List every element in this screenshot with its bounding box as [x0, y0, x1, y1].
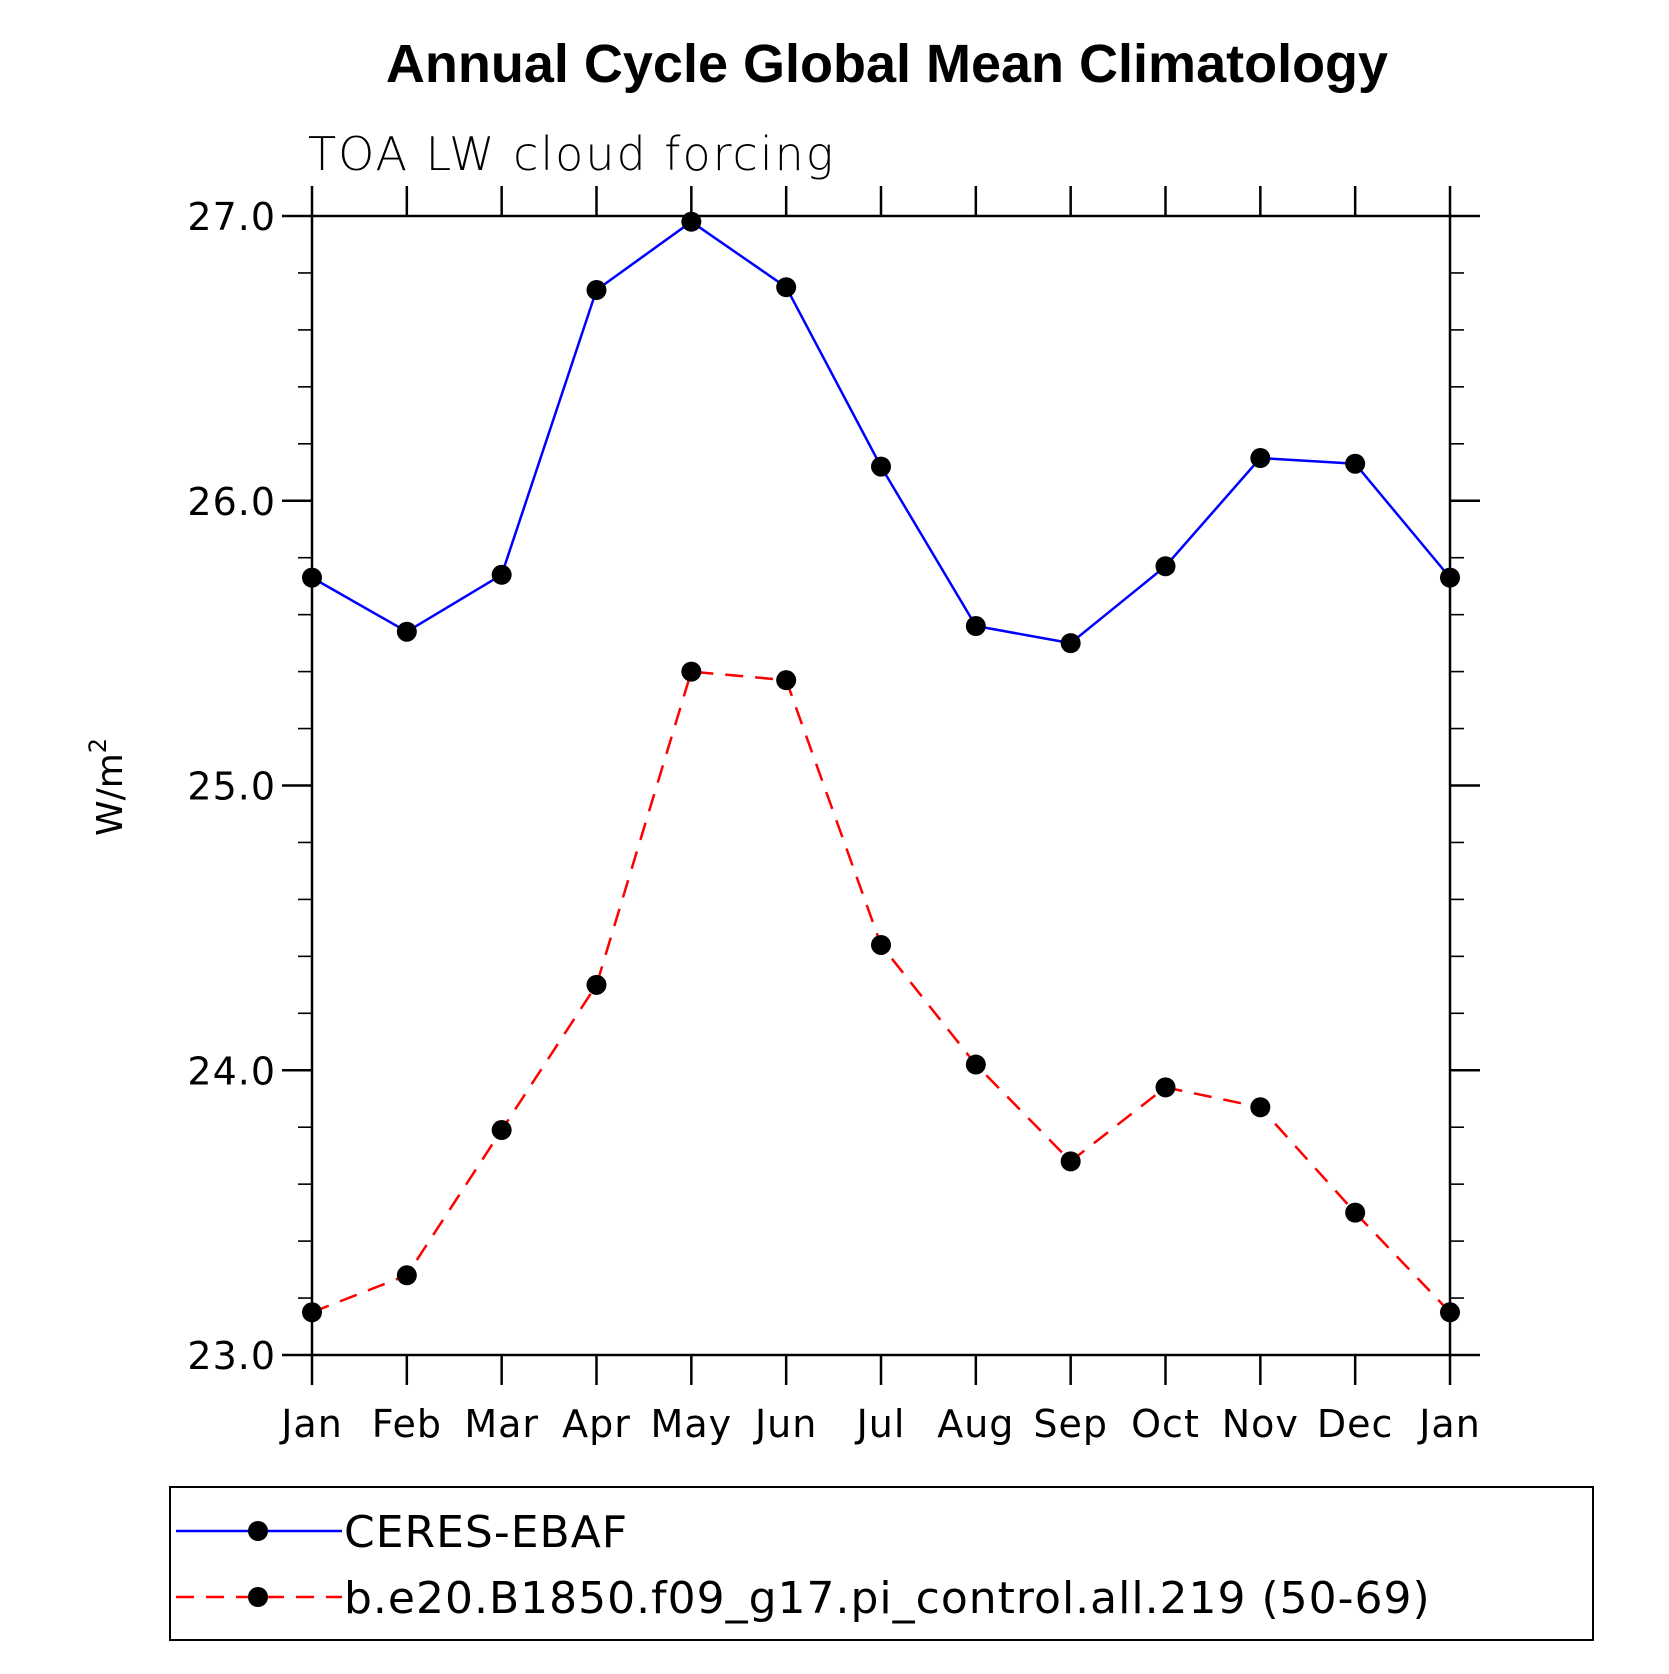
series-1-point [871, 456, 891, 477]
legend-marker-1 [248, 1521, 268, 1541]
x-tick-label: Jan [1417, 1402, 1481, 1446]
x-tick-label: Nov [1222, 1402, 1299, 1446]
y-axis-label-superscript: 2 [84, 738, 112, 753]
legend-marker-2 [248, 1587, 268, 1607]
y-tick-label: 26.0 [187, 480, 276, 524]
series-2-point [871, 934, 891, 955]
legend-label-1: CERES-EBAF [344, 1507, 628, 1558]
series-1-point [1250, 448, 1271, 469]
series-2-point [1345, 1202, 1366, 1223]
series-1-point [1155, 556, 1176, 577]
y-tick-label: 27.0 [187, 195, 276, 239]
legend-label-2: b.e20.B1850.f09_g17.pi_control.all.219 (… [344, 1573, 1431, 1624]
series-1-point [776, 277, 797, 298]
x-tick-label: Sep [1033, 1402, 1108, 1446]
series-2-point [681, 661, 702, 682]
series-1-point [302, 567, 322, 588]
series-line-1 [311, 220, 1451, 645]
series-1-point [965, 616, 986, 637]
series-2-point [1060, 1151, 1081, 1172]
x-tick-label: Aug [937, 1402, 1014, 1446]
series-2-point [302, 1302, 322, 1323]
x-tick-label: Oct [1131, 1402, 1200, 1446]
series-2-point [965, 1054, 986, 1075]
x-tick-label: Jan [279, 1402, 343, 1446]
series-2-point [1155, 1077, 1176, 1098]
y-axis-label: W/m2 [84, 738, 131, 836]
series-line-2 [311, 670, 1451, 1314]
legend: CERES-EBAF b.e20.B1850.f09_g17.pi_control… [169, 1486, 1594, 1641]
x-tick-label: May [651, 1402, 733, 1446]
series-1-point [681, 211, 702, 232]
x-tick-label: Jul [855, 1402, 906, 1446]
series-2-point [776, 670, 797, 691]
y-tick-label: 25.0 [187, 765, 276, 809]
series-1-point [1345, 453, 1366, 474]
series-2-point [1250, 1097, 1271, 1118]
series-2-point [586, 974, 607, 995]
axes: 23.0 24.0 25.0 26.0 27.0 Jan Feb Mar Apr May Jun Ju… [84, 186, 1481, 1446]
y-axis-label-main: W/m [90, 753, 131, 836]
series-layer [302, 211, 1460, 1323]
chart-subtitle: TOA LW cloud forcing [308, 127, 835, 181]
series-1-point [1060, 633, 1081, 654]
series-2-point [491, 1120, 512, 1141]
series-2-point [1440, 1302, 1460, 1323]
plot-frame [310, 214, 1452, 1357]
x-tick-label: Feb [372, 1402, 442, 1446]
y-tick-label: 23.0 [187, 1334, 276, 1378]
legend-box [169, 1486, 1594, 1641]
series-1-point [1440, 567, 1460, 588]
series-1-point [396, 621, 417, 642]
series-2-point [396, 1265, 417, 1286]
x-tick-label: Jun [753, 1402, 817, 1446]
series-1-point [586, 280, 607, 301]
x-tick-label: Dec [1317, 1402, 1394, 1446]
y-tick-label: 24.0 [187, 1049, 276, 1093]
x-tick-label: Mar [464, 1402, 539, 1446]
series-1-point [491, 564, 512, 585]
x-tick-label: Apr [562, 1402, 631, 1446]
chart-title: Annual Cycle Global Mean Climatology [386, 34, 1388, 94]
